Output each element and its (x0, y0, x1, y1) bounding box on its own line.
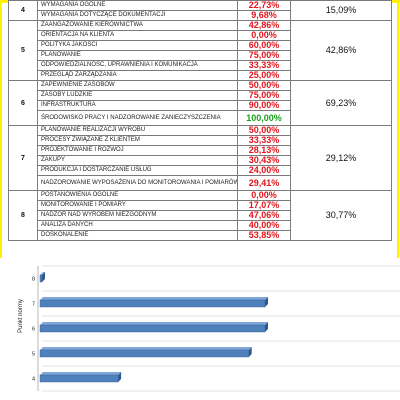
requirement-name-cell: PROJEKTOWANIE I ROZWÓJ (37, 145, 238, 156)
requirement-score-cell: 25,00% (237, 70, 291, 81)
chart-bar-side (42, 272, 45, 282)
chart-bar (39, 374, 119, 383)
requirement-score-cell: 33,33% (237, 60, 291, 71)
chart-bar-top (40, 347, 252, 350)
requirement-name-cell: ŚRODOWISKO PRACY I NADZOROWANIE ZANIECZY… (37, 110, 238, 126)
chart-bar (39, 299, 266, 308)
chart-bar-side (118, 372, 122, 382)
clause-number-cell: 6 (8, 80, 38, 126)
requirement-name-cell: MONITOROWANIE I POMIARY (37, 200, 238, 211)
requirement-name-cell: DOSKONALENIE (37, 230, 238, 241)
results-bar-chart: Punkt normy 8 7 6 5 4 (18, 265, 400, 392)
chart-bar-top (40, 297, 268, 300)
requirement-score-cell: 33,33% (237, 135, 291, 146)
requirement-score-cell: 75,00% (237, 90, 291, 101)
requirement-score-cell: 9,68% (237, 10, 291, 21)
requirement-name-cell: PROCESY ZWIĄZANE Z KLIENTEM (37, 135, 238, 146)
requirement-score-cell: 40,00% (237, 220, 291, 231)
requirement-score-cell: 17,07% (237, 200, 291, 211)
chart-bar-top (40, 272, 45, 275)
requirement-score-cell: 24,00% (237, 165, 291, 176)
chart-bars (39, 272, 268, 383)
chart-bar (39, 324, 266, 333)
chart-category-label: 4 (32, 377, 35, 383)
requirement-score-cell: 47,06% (237, 210, 291, 221)
chart-bar-side (265, 322, 268, 332)
chart-bar-side (248, 347, 252, 357)
table-row: 6 ZAPEWNIENIE ZASOBÓW 50,00% 69,23% (8, 80, 392, 126)
requirement-name-cell: PLANOWANIE (37, 50, 238, 61)
requirement-name-cell: ORIENTACJA NA KLIENTA (37, 30, 238, 41)
clause-total-cell: 42,86% (290, 20, 392, 81)
requirement-score-cell: 22,73% (237, 0, 291, 11)
left-margin-rule (0, 0, 2, 258)
requirement-name-cell: ZAANGAŻOWANIE KIEROWNICTWA (37, 20, 238, 31)
chart-category-label: 6 (32, 327, 35, 333)
table-row: 8 POSTANOWIENIA OGÓLNE 0,00% 30,77% (8, 190, 392, 241)
requirement-name-cell: NADZÓR NAD WYROBEM NIEZGODNYM (37, 210, 238, 221)
chart-tick-labels: 8 7 6 5 4 (32, 277, 35, 383)
requirement-score-cell: 42,86% (237, 20, 291, 31)
requirement-score-cell: 0,00% (237, 190, 291, 201)
requirement-name-cell: INFRASTRUKTURA (37, 100, 238, 111)
requirement-name-cell: POLITYKA JAKOŚCI (37, 40, 238, 51)
requirement-name-cell: POSTANOWIENIA OGÓLNE (37, 190, 238, 201)
clause-number-cell: 8 (8, 190, 38, 241)
table-row: 7 PLANOWANIE REALIZACJI WYROBU 50,00% 29,12… (8, 125, 392, 191)
requirement-score-cell: 60,00% (237, 40, 291, 51)
chart-bar (39, 274, 43, 283)
requirement-name-cell: ANALIZA DANYCH (37, 220, 238, 231)
requirement-score-cell: 100,00% (237, 110, 291, 126)
requirement-score-cell: 75,00% (237, 50, 291, 61)
requirement-score-cell: 28,13% (237, 145, 291, 156)
chart-category-label: 5 (32, 352, 35, 358)
requirement-score-cell: 0,00% (237, 30, 291, 41)
requirement-score-cell: 90,00% (237, 100, 291, 111)
clause-total-cell: 15,09% (290, 0, 392, 21)
requirement-score-cell: 29,41% (237, 175, 291, 191)
requirement-name-cell: PRODUKCJA I DOSTARCZANIE USŁUG (37, 165, 238, 176)
clause-number-cell: 5 (8, 20, 38, 81)
requirement-name-cell: PLANOWANIE REALIZACJI WYROBU (37, 125, 238, 136)
chart-y-axis-label: Punkt normy (18, 299, 24, 333)
header-highlight-right (392, 0, 400, 3)
requirement-score-cell: 30,43% (237, 155, 291, 166)
table-row: DOSKONALENIE 53,85% (9, 230, 392, 241)
requirement-name-cell: PRZEGLĄD ZARZĄDZANIA (37, 70, 238, 81)
requirement-name-cell: WYMAGANIA OGÓLNE (37, 0, 238, 11)
requirement-name-cell: ZAPEWNIENIE ZASOBÓW (37, 80, 238, 91)
clause-number-cell: 7 (8, 125, 38, 191)
chart-bar-top (40, 372, 122, 375)
requirement-score-cell: 50,00% (237, 125, 291, 136)
requirement-name-cell: ZASOBY LUDZKIE (37, 90, 238, 101)
clause-total-cell: 69,23% (290, 80, 392, 126)
requirement-name-cell: ODPOWIEDZIALNOŚĆ, UPRAWNIENIA I KOMUNIKA… (37, 60, 238, 71)
requirement-name-cell: WYMAGANIA DOTYCZĄCE DOKUMENTACJI (37, 10, 238, 21)
table-row: 5 ZAANGAŻOWANIE KIEROWNICTWA 42,86% 42,86% (8, 20, 392, 81)
chart-bar-side (265, 297, 268, 307)
chart-category-label: 8 (32, 277, 35, 283)
requirement-score-cell: 53,85% (237, 230, 291, 241)
chart-category-label: 7 (32, 302, 35, 308)
chart-bar (39, 349, 249, 358)
requirement-name-cell: NADZOROWANIE WYPOSAŻENIA DO MONITOROWANI… (37, 175, 238, 191)
requirement-score-cell: 50,00% (237, 80, 291, 91)
right-margin-rule (397, 0, 399, 258)
audit-results-table: 4 WYMAGANIA OGÓLNE 22,73% 15,09% WYMAGANIA D… (8, 0, 392, 241)
chart-gridlines (37, 265, 400, 392)
table-row: 4 WYMAGANIA OGÓLNE 22,73% 15,09% (8, 0, 392, 21)
header-highlight-left (0, 0, 8, 3)
clause-total-cell: 29,12% (290, 125, 392, 191)
chart-bar-top (40, 322, 268, 325)
requirement-name-cell: ZAKUPY (37, 155, 238, 166)
clause-number-cell: 4 (8, 0, 38, 21)
clause-total-cell: 30,77% (290, 190, 392, 241)
